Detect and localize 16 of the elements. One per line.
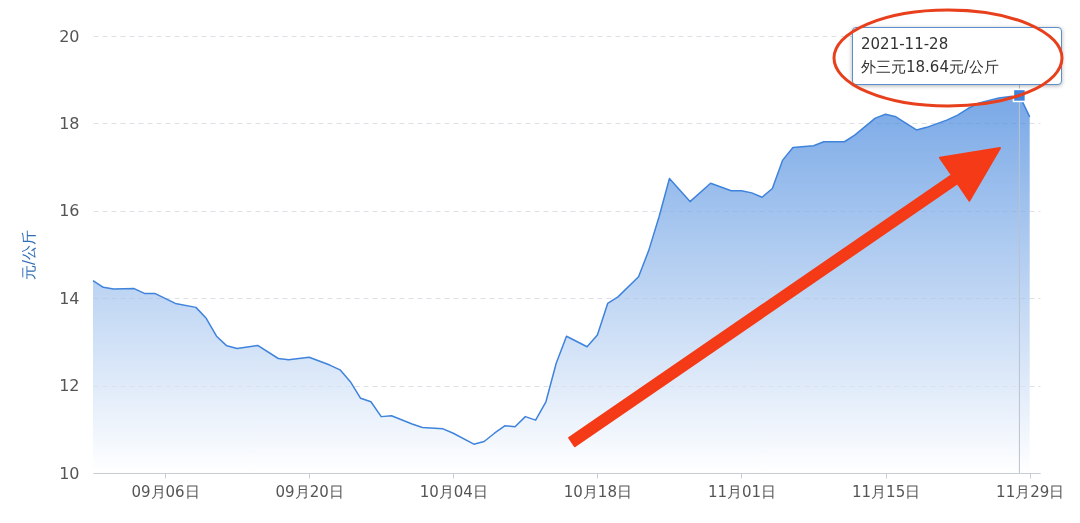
- y-tick-label: 12: [59, 376, 80, 396]
- x-tick-label: 11月15日: [852, 482, 921, 501]
- x-tick-label: 09月20日: [275, 482, 344, 501]
- x-tick-label: 11月29日: [996, 482, 1065, 501]
- y-tick-label: 14: [59, 288, 80, 308]
- x-tick-label: 10月04日: [419, 482, 488, 501]
- y-tick-label: 18: [59, 113, 80, 133]
- annotation: 2021-11-28 外三元18.64元/公斤: [861, 34, 1000, 78]
- y-axis-title: 元/公斤: [20, 229, 39, 281]
- y-tick-label: 16: [59, 201, 80, 221]
- tooltip-box: 2021-11-28 外三元18.64元/公斤: [852, 27, 1062, 85]
- y-tick-label: 10: [59, 463, 80, 483]
- x-tick-label: 09月06日: [131, 482, 200, 501]
- x-tick-label: 11月01日: [707, 482, 777, 501]
- x-tick-label: 10月18日: [563, 482, 632, 501]
- y-tick-label: 20: [59, 26, 80, 46]
